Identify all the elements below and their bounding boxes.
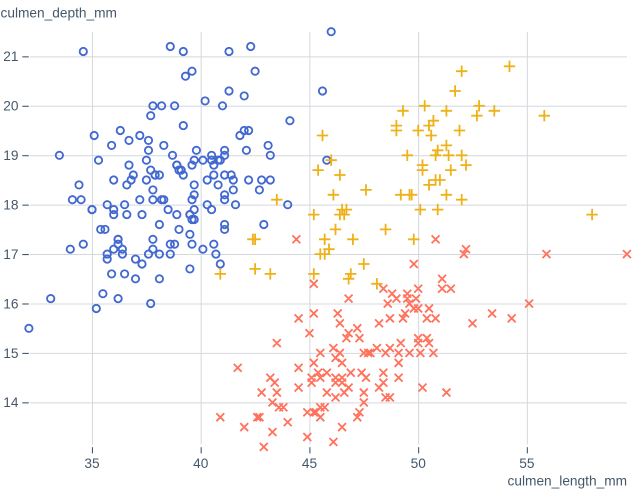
svg-text:45: 45 — [302, 456, 318, 471]
svg-text:55: 55 — [519, 456, 535, 471]
svg-text:15: 15 — [3, 346, 19, 361]
svg-text:19: 19 — [3, 148, 18, 163]
svg-text:40: 40 — [193, 456, 209, 471]
svg-text:50: 50 — [411, 456, 427, 471]
svg-text:35: 35 — [84, 456, 100, 471]
svg-text:21: 21 — [3, 49, 18, 64]
svg-text:14: 14 — [3, 395, 19, 410]
svg-text:17: 17 — [3, 247, 18, 262]
svg-text:culmen_depth_mm: culmen_depth_mm — [1, 5, 117, 20]
svg-text:16: 16 — [3, 296, 19, 311]
svg-text:culmen_length_mm: culmen_length_mm — [508, 474, 627, 489]
svg-text:20: 20 — [3, 99, 19, 114]
svg-text:18: 18 — [3, 198, 19, 213]
